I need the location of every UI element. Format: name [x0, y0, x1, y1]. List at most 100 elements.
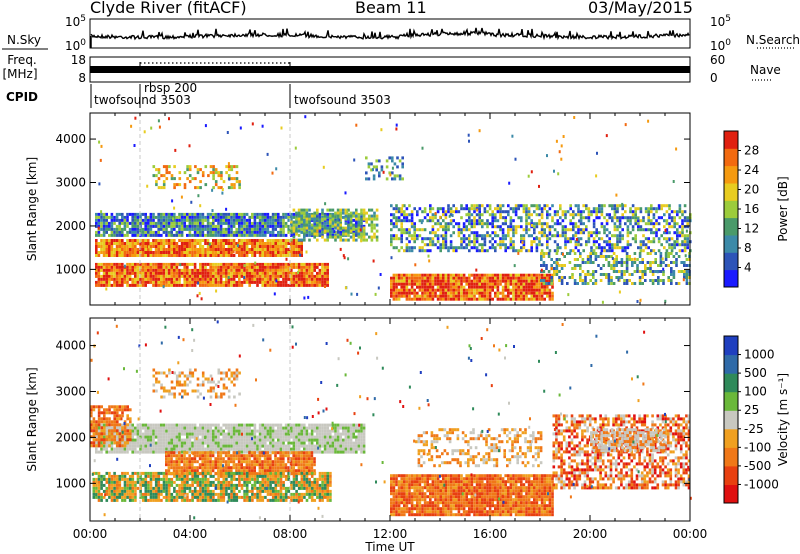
panel-power-cell [102, 224, 106, 228]
panel-velocity-cell [178, 423, 181, 427]
panel-power-cell [678, 231, 682, 235]
panel-power-cell [416, 234, 419, 238]
panel-power-cell [144, 239, 147, 242]
panel-power-cell [240, 271, 244, 275]
panel-power-cell [507, 204, 510, 208]
panel-power-cell [663, 204, 666, 208]
panel-power-cell [436, 276, 440, 280]
panel-power-cell [553, 240, 557, 244]
panel-power-cell [204, 283, 207, 287]
panel-power-cell [546, 294, 549, 298]
panel-power-cell [499, 291, 502, 295]
panel-power-cell [266, 221, 270, 225]
panel-power-cell [253, 230, 257, 234]
panel-velocity-cell [240, 429, 244, 433]
panel-power-cell [683, 240, 687, 244]
panel-power-cell [511, 134, 514, 138]
panel-power-cell [442, 240, 445, 244]
panel-power-cell [504, 243, 507, 247]
panel-power-cell [243, 218, 246, 222]
panel-velocity-cell [152, 441, 155, 445]
panel-power-cell [214, 265, 218, 269]
panel-power-cell [271, 227, 275, 231]
panel-velocity-cell [238, 432, 241, 436]
panel-power-cell [173, 242, 176, 245]
panel-power-cell [668, 213, 671, 217]
panel-power-cell [264, 265, 267, 269]
panel-velocity-cell [230, 447, 233, 451]
panel-velocity-cell [193, 444, 197, 448]
panel-power-cell [663, 219, 666, 223]
panel-power-cell [126, 274, 129, 278]
panel-power-cell [261, 233, 264, 237]
panel-power-cell [496, 285, 500, 289]
panel-power-cell [199, 268, 202, 272]
panel-power-cell [629, 219, 632, 223]
panel-power-cell [642, 240, 645, 244]
panel-power-cell [326, 274, 329, 278]
panel-power-cell [652, 249, 656, 253]
panel-power-cell [316, 217, 319, 221]
panel-velocity-cell [245, 444, 249, 448]
panel-power-cell [559, 234, 562, 238]
panel-power-cell [95, 268, 98, 272]
panel-power-cell [561, 213, 565, 217]
panel-power-cell [418, 285, 422, 289]
panel-power-cell [546, 213, 549, 217]
panel-power-cell [449, 279, 453, 283]
panel-power-cell [118, 221, 121, 225]
panel-power-cell [566, 210, 570, 214]
panel-power-cell [553, 210, 557, 214]
panel-power-cell [188, 283, 192, 287]
panel-power-cell [253, 218, 257, 222]
panel-power-cell [608, 237, 611, 241]
panel-power-cell [460, 246, 463, 250]
panel-power-cell [475, 219, 479, 223]
panel-power-cell [186, 177, 189, 181]
panel-power-cell [290, 229, 293, 233]
panel-power-cell [217, 277, 220, 281]
panel-power-cell [509, 237, 513, 241]
panel-power-cell [121, 268, 124, 272]
panel-power-cell [235, 230, 238, 234]
panel-velocity-cell [201, 447, 205, 451]
panel-velocity-cell [180, 450, 184, 454]
panel-power-cell [626, 234, 630, 238]
panel-power-cell [550, 258, 553, 261]
panel-velocity-cell [121, 441, 124, 445]
panel-power-cell [520, 216, 523, 220]
panel-power-cell [266, 227, 270, 231]
panel-power-cell [347, 212, 350, 216]
panel-power-cell [121, 271, 124, 275]
panel-power-cell [212, 248, 215, 251]
panel-power-cell [98, 140, 101, 144]
panel-power-cell [206, 262, 210, 266]
panel-power-cell [191, 233, 194, 237]
panel-power-cell [659, 255, 663, 258]
panel-power-cell [204, 254, 207, 257]
panel-power-cell [628, 255, 631, 258]
panel-power-cell [533, 222, 536, 226]
panel-power-cell [600, 249, 604, 253]
panel-velocity-cell [253, 423, 257, 427]
panel-power-cell [284, 277, 288, 281]
panel-power-cell [245, 280, 249, 284]
panel-velocity-cell [178, 435, 181, 439]
panel-power-cell [574, 231, 578, 235]
panel-power-cell [219, 212, 223, 216]
panel-power-cell [157, 227, 160, 231]
panel-power-cell [562, 252, 564, 256]
panel-velocity-cell [243, 441, 246, 445]
panel-power-cell [277, 221, 280, 225]
panel-power-cell [546, 279, 549, 283]
panel-power-cell [668, 204, 671, 208]
panel-power-cell [668, 246, 671, 250]
panel-power-cell [595, 174, 598, 178]
panel-power-cell [467, 133, 470, 137]
panel-power-cell [418, 276, 422, 280]
panel-power-cell [592, 231, 596, 235]
panel-power-cell [225, 230, 228, 234]
panel-power-cell [188, 245, 192, 248]
panel-power-cell [147, 233, 150, 237]
panel-power-cell [418, 273, 422, 277]
